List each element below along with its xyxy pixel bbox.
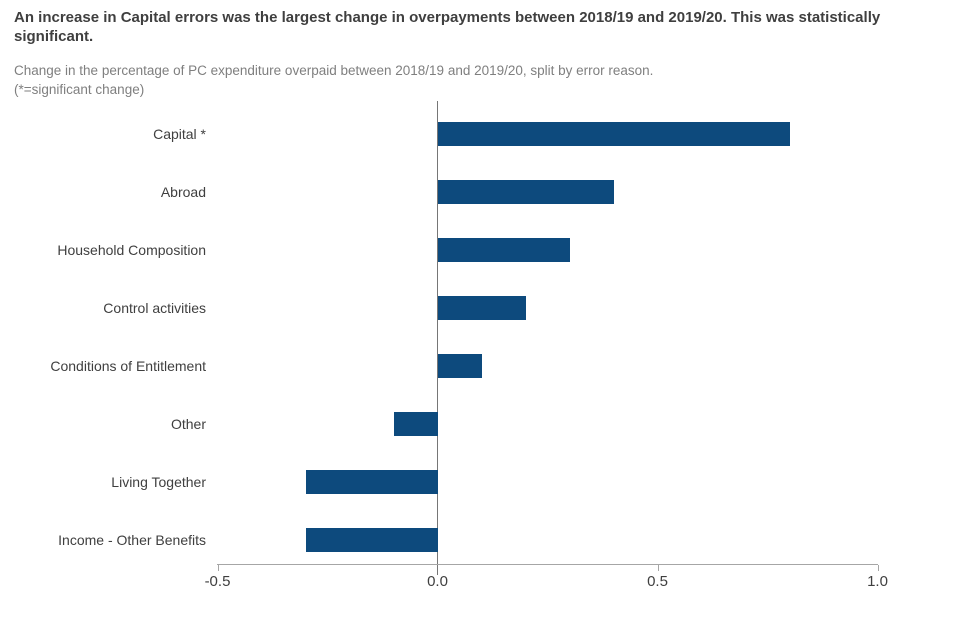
category-label: Other bbox=[170, 416, 206, 432]
x-axis-tick bbox=[658, 565, 659, 571]
x-axis-tick-label: 0.0 bbox=[427, 573, 448, 590]
category-label: Living Together bbox=[111, 474, 206, 490]
chart-subtitle: Change in the percentage of PC expenditu… bbox=[14, 61, 940, 99]
x-axis-tick-label: 0.5 bbox=[647, 573, 668, 590]
chart-subtitle-line-1: Change in the percentage of PC expenditu… bbox=[14, 63, 654, 78]
x-axis-tick bbox=[218, 565, 219, 571]
bar bbox=[438, 180, 614, 204]
x-axis-tick-label: 1.0 bbox=[867, 573, 888, 590]
category-label: Household Composition bbox=[57, 242, 206, 258]
bar bbox=[438, 296, 526, 320]
bar bbox=[438, 122, 790, 146]
category-label: Conditions of Entitlement bbox=[50, 358, 206, 374]
chart-title: An increase in Capital errors was the la… bbox=[14, 9, 881, 45]
bar bbox=[438, 354, 482, 378]
x-axis-line bbox=[217, 564, 878, 565]
category-label: Income - Other Benefits bbox=[58, 532, 206, 548]
category-label: Abroad bbox=[160, 184, 206, 200]
bar bbox=[305, 528, 438, 552]
bar bbox=[393, 412, 438, 436]
chart-subtitle-line-2: (*=significant change) bbox=[14, 82, 145, 97]
category-label: Control activities bbox=[103, 300, 206, 316]
bar bbox=[305, 470, 438, 494]
x-axis-tick-label: -0.5 bbox=[204, 573, 231, 590]
zero-axis-line bbox=[437, 101, 438, 575]
category-label: Capital * bbox=[153, 126, 206, 142]
x-axis-tick bbox=[878, 565, 879, 571]
bar bbox=[438, 238, 570, 262]
